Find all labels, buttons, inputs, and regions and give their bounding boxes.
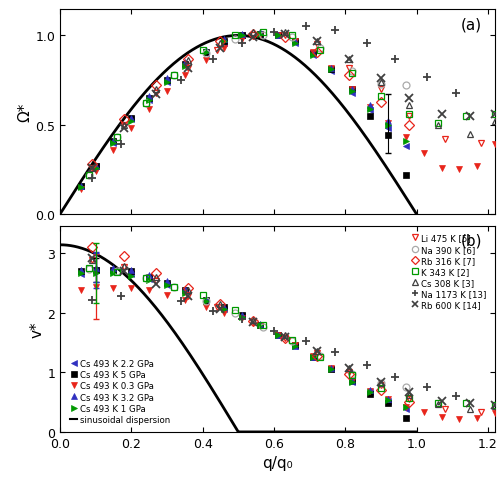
X-axis label: q/q₀: q/q₀ xyxy=(262,456,293,470)
Y-axis label: Ω*: Ω* xyxy=(18,102,32,122)
Legend: Cs 493 K 2.2 GPa, Cs 493 K 5 GPa, Cs 493 K 0.3 GPa, Cs 493 K 3.2 GPa, Cs 493 K 1: Cs 493 K 2.2 GPa, Cs 493 K 5 GPa, Cs 493… xyxy=(68,358,172,426)
Text: (a): (a) xyxy=(461,18,482,33)
Text: (b): (b) xyxy=(460,233,482,248)
Y-axis label: v*: v* xyxy=(30,321,44,338)
